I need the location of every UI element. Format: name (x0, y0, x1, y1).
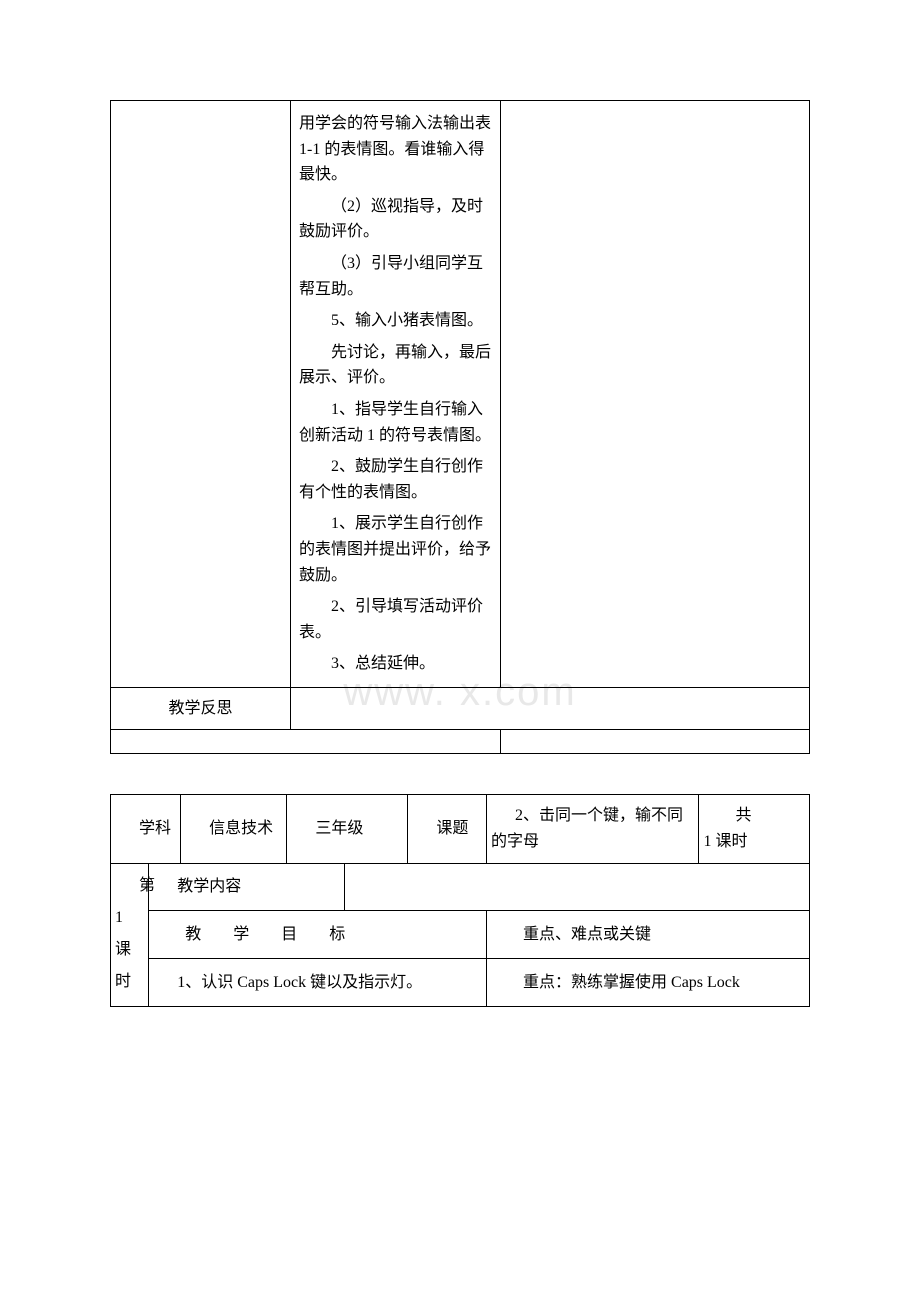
lesson-label: 课 (115, 934, 144, 966)
topic-label-cell: 课题 (408, 795, 487, 863)
content-line: 先讨论，再输入，最后展示、评价。 (299, 340, 492, 391)
goal-cell: 1、认识 Caps Lock 键以及指示灯。 (149, 958, 487, 1006)
hours-label: 共 (703, 803, 805, 829)
lesson-table-1: 用学会的符号输入法输出表 1-1 的表情图。看谁输入得最快。 （2）巡视指导，及… (110, 100, 810, 754)
subject-label: 学科 (115, 816, 176, 842)
empty-cell (111, 101, 291, 688)
content-line: 1、展示学生自行创作的表情图并提出评价，给予鼓励。 (299, 511, 492, 588)
lesson-label: 1 (115, 902, 144, 934)
key-cell: 重点：熟练掌握使用 Caps Lock (487, 958, 810, 1006)
content-line: 5、输入小猪表情图。 (299, 308, 492, 334)
content-line: 3、总结延伸。 (299, 651, 492, 677)
empty-cell (344, 863, 809, 911)
key-label-cell: 重点、难点或关键 (487, 911, 810, 959)
grade-value-cell: 三年级 (287, 795, 408, 863)
empty-cell (111, 730, 501, 754)
lesson-table-2: 学科 信息技术 三年级 课题 2、击同一个键，输不同的字母 共 1 课时 第 1… (110, 794, 810, 1006)
content-cell: 用学会的符号输入法输出表 1-1 的表情图。看谁输入得最快。 （2）巡视指导，及… (291, 101, 501, 688)
key-text: 重点：熟练掌握使用 Caps Lock (491, 970, 805, 996)
lesson-label: 时 (115, 966, 144, 998)
grade-value: 三年级 (291, 816, 403, 842)
goal-text: 1、认识 Caps Lock 键以及指示灯。 (153, 970, 482, 996)
topic-value-cell: 2、击同一个键，输不同的字母 (487, 795, 699, 863)
content-line: 2、鼓励学生自行创作有个性的表情图。 (299, 454, 492, 505)
key-label: 重点、难点或关键 (491, 922, 805, 948)
lesson-label: 第 (115, 870, 144, 902)
topic-label: 课题 (412, 816, 482, 842)
empty-cell (501, 101, 810, 688)
hours-value: 1 课时 (703, 833, 747, 850)
content-line: （3）引导小组同学互帮互助。 (299, 251, 492, 302)
teaching-reflection-content (291, 687, 810, 730)
topic-value: 2、击同一个键，输不同的字母 (491, 803, 694, 854)
teaching-reflection-label: 教学反思 (111, 687, 291, 730)
content-label-cell: 教学内容 (149, 863, 344, 911)
subject-value: 信息技术 (185, 816, 282, 842)
content-line: 1、指导学生自行输入创新活动 1 的符号表情图。 (299, 397, 492, 448)
content-line: （2）巡视指导，及时鼓励评价。 (299, 194, 492, 245)
content-line: 用学会的符号输入法输出表 1-1 的表情图。看谁输入得最快。 (299, 111, 492, 188)
lesson-number-cell: 第 1 课 时 (111, 863, 149, 1006)
subject-label-cell: 学科 (111, 795, 181, 863)
goals-label-cell: 教 学 目 标 (149, 911, 487, 959)
content-label: 教学内容 (153, 874, 339, 900)
empty-cell (501, 730, 810, 754)
goals-label: 教 学 目 标 (153, 922, 482, 948)
subject-value-cell: 信息技术 (181, 795, 287, 863)
content-line: 2、引导填写活动评价表。 (299, 594, 492, 645)
hours-cell: 共 1 课时 (699, 795, 810, 863)
